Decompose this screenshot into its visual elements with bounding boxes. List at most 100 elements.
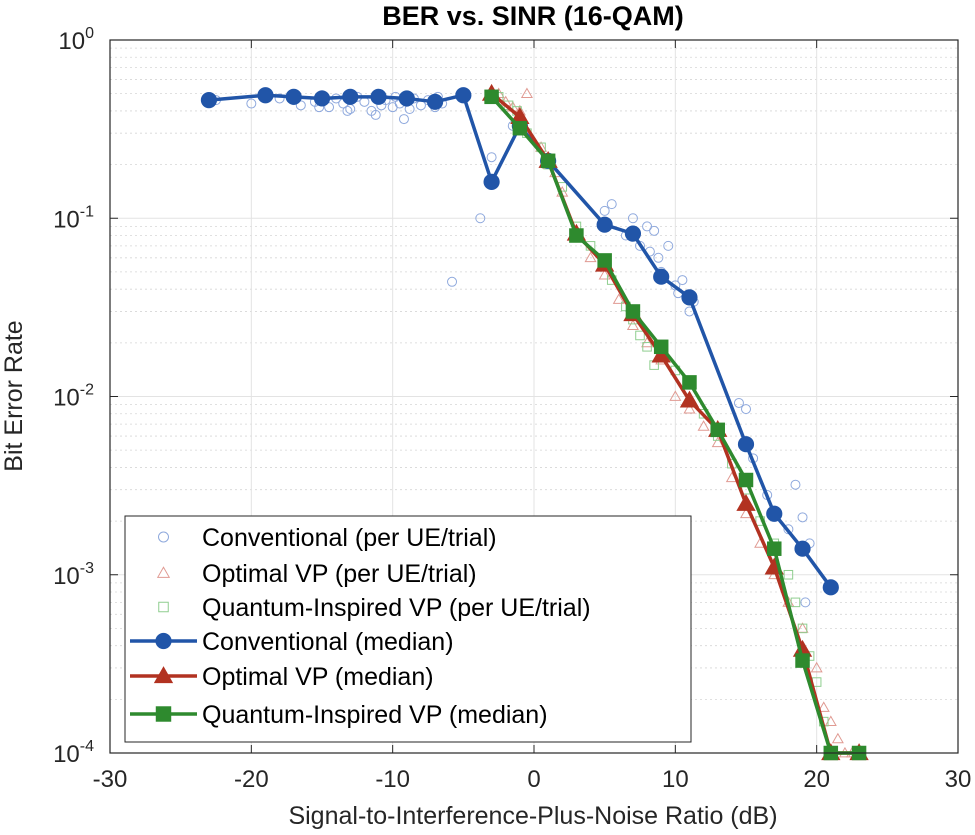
scatter-point bbox=[797, 512, 808, 523]
median-line bbox=[490, 95, 860, 755]
median-point bbox=[736, 493, 756, 511]
legend-marker bbox=[158, 531, 169, 543]
scatter-point bbox=[697, 420, 710, 431]
legend-entry-label: Optimal VP (per UE/trial) bbox=[202, 560, 477, 588]
scatter-point bbox=[683, 402, 696, 414]
median-point bbox=[257, 87, 274, 104]
median-point bbox=[653, 268, 670, 285]
legend-entry-label: Conventional (median) bbox=[202, 628, 454, 656]
scatter-point bbox=[800, 597, 811, 608]
scatter-point bbox=[810, 661, 823, 673]
median-point bbox=[342, 88, 359, 105]
x-tick-label: -20 bbox=[234, 766, 269, 793]
data-layer bbox=[200, 83, 869, 761]
legend: Conventional (per UE/trial) Optimal VP (p… bbox=[124, 515, 692, 743]
median-point bbox=[794, 540, 811, 557]
x-tick-label: 30 bbox=[945, 766, 972, 793]
scatter-point bbox=[790, 479, 801, 490]
x-tick-label: -10 bbox=[375, 766, 410, 793]
scatter-point bbox=[783, 569, 794, 580]
scatter-point bbox=[626, 319, 639, 330]
legend-marker bbox=[158, 601, 169, 613]
scatter-point bbox=[274, 93, 285, 104]
axis-ticks: -30 -20 -10 0 10 20 30 10-4 10-3 10-2 10-1 100 bbox=[53, 25, 971, 793]
legend-entry-label: Conventional (per UE/trial) bbox=[202, 524, 497, 552]
median-point bbox=[681, 289, 698, 306]
median-point bbox=[200, 92, 218, 109]
y-tick-label: 10-3 bbox=[53, 560, 94, 590]
scatter-point bbox=[635, 330, 645, 341]
scatter-point bbox=[790, 597, 801, 608]
y-tick-label: 100 bbox=[58, 25, 94, 55]
scatter-point bbox=[669, 390, 682, 401]
y-tick-label: 10-4 bbox=[53, 738, 94, 768]
median-point bbox=[679, 390, 700, 408]
median-point bbox=[766, 505, 783, 522]
scatter-point bbox=[627, 213, 638, 224]
scatter-point bbox=[797, 623, 808, 634]
median-point bbox=[767, 541, 782, 556]
x-tick-label: -30 bbox=[93, 766, 128, 793]
scatter-point bbox=[342, 105, 353, 116]
legend-marker bbox=[156, 566, 171, 578]
median-point bbox=[569, 228, 584, 243]
x-tick-label: 0 bbox=[527, 766, 540, 793]
legend-entry-label: Quantum-Inspired VP (median) bbox=[202, 701, 548, 729]
scatter-point bbox=[246, 98, 257, 109]
scatter-point bbox=[642, 221, 653, 232]
median-point bbox=[653, 339, 669, 355]
median-point bbox=[737, 436, 755, 453]
x-tick-label: 20 bbox=[803, 766, 830, 793]
scatter-point bbox=[324, 102, 335, 113]
median-point bbox=[625, 304, 641, 319]
scatter-point bbox=[370, 109, 381, 120]
legend-marker bbox=[153, 666, 174, 684]
scatter-point bbox=[447, 276, 458, 287]
scatter-point bbox=[653, 252, 664, 263]
scatter-point bbox=[642, 342, 652, 352]
median-point bbox=[795, 653, 810, 668]
x-tick-label: 10 bbox=[662, 766, 689, 793]
median-point bbox=[822, 579, 839, 596]
scatter-point bbox=[475, 213, 486, 224]
scatter-point bbox=[711, 436, 724, 448]
median-point bbox=[483, 173, 500, 190]
median-point bbox=[624, 225, 642, 242]
scatter-point bbox=[663, 240, 674, 251]
legend-entry-label: Quantum-Inspired VP (per UE/trial) bbox=[202, 594, 591, 622]
median-point bbox=[738, 472, 754, 488]
median-point bbox=[597, 253, 612, 268]
scatter-point bbox=[831, 732, 844, 744]
x-axis-label: Signal-to-Interference-Plus-Noise Ratio … bbox=[288, 802, 777, 830]
scatter-point bbox=[520, 87, 533, 99]
median-point bbox=[682, 375, 697, 390]
scatter-point bbox=[486, 152, 497, 163]
scatter-point bbox=[677, 275, 688, 286]
scatter-point bbox=[598, 268, 611, 280]
median-point bbox=[710, 422, 725, 438]
scatter-point bbox=[295, 100, 306, 111]
median-point bbox=[512, 120, 528, 136]
y-tick-label: 10-2 bbox=[53, 382, 94, 412]
median-point bbox=[540, 153, 556, 169]
chart-title: BER vs. SINR (16-QAM) bbox=[382, 1, 684, 31]
scatter-point bbox=[817, 701, 830, 712]
y-tick-label: 10-1 bbox=[53, 203, 94, 233]
median-point bbox=[313, 90, 331, 107]
median-point bbox=[370, 88, 387, 105]
legend-marker bbox=[155, 632, 172, 650]
median-point bbox=[398, 90, 415, 107]
scatter-point bbox=[649, 225, 660, 236]
scatter-point bbox=[398, 114, 409, 125]
scatter-point bbox=[599, 205, 610, 216]
median-point bbox=[484, 89, 499, 105]
scatter-point bbox=[606, 199, 617, 210]
legend-marker bbox=[155, 706, 172, 722]
median-point bbox=[426, 93, 444, 110]
scatter-point bbox=[733, 397, 744, 408]
scatter-point bbox=[584, 251, 597, 263]
median-point bbox=[455, 87, 472, 104]
scatter-point bbox=[741, 404, 751, 415]
median-point bbox=[596, 216, 613, 233]
